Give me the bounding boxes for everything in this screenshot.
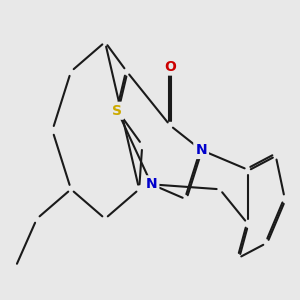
Text: S: S [112, 104, 122, 118]
Text: N: N [146, 177, 158, 191]
Text: O: O [164, 60, 176, 74]
Text: N: N [195, 143, 207, 157]
